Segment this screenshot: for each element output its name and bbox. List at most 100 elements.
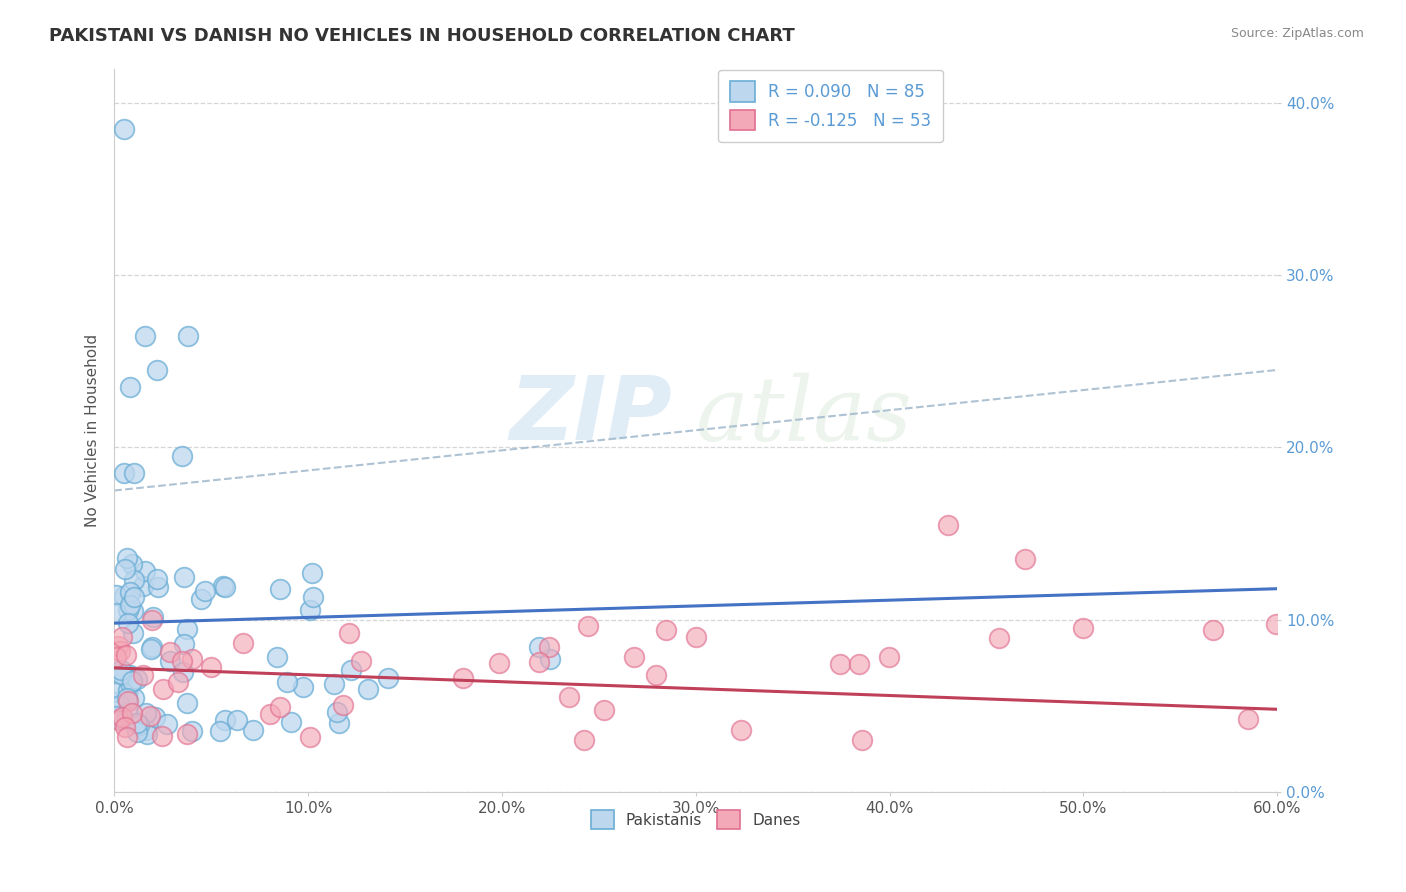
Point — [1236, 712, 1258, 726]
Point — [122, 573, 145, 587]
Point — [574, 733, 596, 747]
Point — [108, 698, 131, 712]
Point — [156, 717, 179, 731]
Point — [269, 582, 291, 597]
Point — [121, 674, 143, 689]
Point — [112, 668, 135, 682]
Point — [127, 672, 149, 686]
Point — [107, 639, 129, 653]
Point — [259, 707, 281, 722]
Point — [325, 705, 347, 719]
Point — [139, 709, 162, 723]
Point — [302, 590, 325, 604]
Point — [848, 657, 870, 671]
Point — [136, 727, 159, 741]
Point — [117, 615, 139, 630]
Point — [105, 650, 128, 665]
Point — [172, 654, 194, 668]
Point — [141, 613, 163, 627]
Point — [118, 380, 141, 394]
Point — [121, 706, 143, 721]
Point — [112, 712, 135, 726]
Point — [328, 716, 350, 731]
Point — [292, 680, 315, 694]
Point — [877, 649, 900, 664]
Point — [112, 589, 135, 603]
Point — [558, 690, 581, 704]
Point — [108, 644, 131, 658]
Point — [936, 518, 959, 533]
Point — [122, 467, 145, 481]
Point — [214, 714, 236, 728]
Point — [128, 717, 150, 731]
Point — [1073, 621, 1095, 635]
Point — [148, 580, 170, 594]
Point — [105, 709, 128, 723]
Point — [1014, 552, 1036, 566]
Point — [122, 604, 145, 618]
Point — [453, 671, 475, 685]
Point — [132, 668, 155, 682]
Point — [269, 700, 291, 714]
Point — [146, 363, 169, 377]
Point — [488, 656, 510, 670]
Point — [117, 694, 139, 708]
Point — [110, 666, 132, 681]
Point — [120, 585, 142, 599]
Point — [117, 603, 139, 617]
Point — [127, 725, 149, 739]
Point — [339, 664, 361, 678]
Point — [115, 648, 138, 662]
Point — [276, 675, 298, 690]
Point — [685, 630, 707, 644]
Point — [112, 467, 135, 481]
Point — [121, 626, 143, 640]
Point — [139, 642, 162, 657]
Point — [107, 685, 129, 699]
Point — [200, 660, 222, 674]
Point — [110, 663, 132, 677]
Point — [105, 588, 128, 602]
Point — [214, 580, 236, 594]
Point — [538, 652, 561, 666]
Point — [527, 655, 550, 669]
Point — [115, 551, 138, 566]
Point — [118, 668, 141, 682]
Point — [623, 650, 645, 665]
Point — [537, 640, 560, 654]
Point — [323, 676, 346, 690]
Point — [349, 654, 371, 668]
Point — [107, 713, 129, 727]
Point — [142, 609, 165, 624]
Point — [1264, 616, 1286, 631]
Text: PAKISTANI VS DANISH NO VEHICLES IN HOUSEHOLD CORRELATION CHART: PAKISTANI VS DANISH NO VEHICLES IN HOUSE… — [49, 27, 794, 45]
Point — [143, 710, 166, 724]
Point — [170, 449, 193, 463]
Point — [181, 651, 204, 665]
Point — [167, 675, 190, 690]
Point — [117, 682, 139, 697]
Point — [527, 640, 550, 655]
Legend: Pakistanis, Danes: Pakistanis, Danes — [585, 804, 807, 835]
Point — [576, 618, 599, 632]
Point — [332, 698, 354, 712]
Point — [173, 570, 195, 584]
Point — [232, 636, 254, 650]
Point — [176, 622, 198, 636]
Point — [173, 637, 195, 651]
Point — [176, 727, 198, 741]
Point — [301, 566, 323, 581]
Point — [135, 723, 157, 738]
Point — [299, 731, 322, 745]
Point — [592, 703, 614, 717]
Point — [299, 603, 322, 617]
Text: Source: ZipAtlas.com: Source: ZipAtlas.com — [1230, 27, 1364, 40]
Point — [357, 681, 380, 696]
Point — [125, 716, 148, 731]
Point — [242, 723, 264, 737]
Point — [120, 676, 142, 690]
Point — [730, 723, 752, 737]
Point — [118, 598, 141, 612]
Point — [141, 640, 163, 654]
Point — [135, 706, 157, 720]
